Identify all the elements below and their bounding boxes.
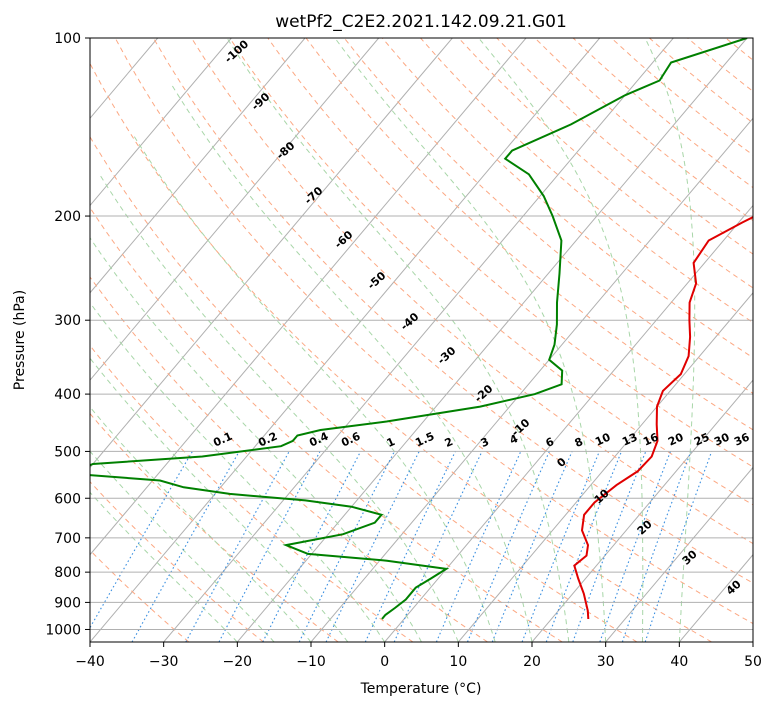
x-tick-label: 50 xyxy=(744,654,762,670)
mixing-ratio-line xyxy=(393,451,483,642)
x-tick-label: −40 xyxy=(75,654,105,670)
mixing-ratio-label: 16 xyxy=(641,430,661,448)
mixing-ratio-line xyxy=(218,451,321,642)
isotherm xyxy=(90,38,527,556)
x-tick-label: 0 xyxy=(380,654,389,670)
dry-adiabat xyxy=(152,38,753,584)
x-axis-label: Temperature (°C) xyxy=(360,681,482,697)
dry-adiabat xyxy=(114,38,753,625)
x-axis: −40 −30 −20 −10 0 10 20 30 40 50 xyxy=(75,642,762,670)
moist-adiabat xyxy=(644,38,696,642)
dry-adiabat xyxy=(90,549,190,642)
isotherm xyxy=(90,38,453,469)
mixing-ratio-label: 30 xyxy=(712,430,732,448)
plot-frame xyxy=(89,37,754,643)
mixing-ratio-line xyxy=(435,451,522,642)
moist-adiabat xyxy=(90,236,422,642)
isotherm xyxy=(384,204,753,642)
isotherm xyxy=(163,38,674,642)
y-tick-label: 500 xyxy=(54,444,81,460)
moist-adiabat xyxy=(334,38,607,642)
isotherm xyxy=(90,38,232,207)
mixing-ratio-line xyxy=(644,451,713,642)
y-axis: 100 200 300 400 500 600 700 800 900 1000 xyxy=(45,31,90,638)
background-lines xyxy=(90,38,753,642)
mixing-ratio-line xyxy=(491,451,573,642)
temperature-profile-line xyxy=(573,215,753,620)
y-tick-label: 800 xyxy=(54,565,81,581)
dry-adiabat xyxy=(90,344,414,642)
mixing-ratio-line xyxy=(621,451,692,642)
x-tick-label: 20 xyxy=(523,654,541,670)
horizontal-grid xyxy=(90,38,753,630)
moist-adiabat xyxy=(90,450,275,642)
mixing-ratio-line xyxy=(185,451,290,642)
moist-adiabat xyxy=(478,38,644,642)
dry-adiabat xyxy=(229,38,753,506)
dry-adiabat xyxy=(305,38,753,431)
mixing-ratio-line xyxy=(599,451,672,642)
x-tick-label: −20 xyxy=(223,654,253,670)
mixing-ratio-line xyxy=(131,451,240,642)
dry-adiabat xyxy=(381,38,753,359)
x-tick-label: 40 xyxy=(670,654,688,670)
y-tick-label: 200 xyxy=(54,209,81,225)
isotherm xyxy=(90,38,601,642)
x-tick-label: 30 xyxy=(597,654,615,670)
mixing-ratio-label: 25 xyxy=(692,430,711,448)
dry-adiabat xyxy=(90,480,264,642)
x-tick-label: 10 xyxy=(449,654,467,670)
y-tick-label: 1000 xyxy=(45,622,81,638)
isotherm xyxy=(236,38,748,642)
y-tick-label: 900 xyxy=(54,595,81,611)
y-tick-label: 100 xyxy=(54,31,81,47)
mixing-ratio-label: 13 xyxy=(620,430,639,448)
dry-adiabat xyxy=(458,38,753,289)
mixing-ratio-line xyxy=(298,451,395,642)
isotherm xyxy=(90,38,380,381)
y-tick-label: 600 xyxy=(54,491,81,507)
moist-adiabat xyxy=(99,174,459,642)
isotherm xyxy=(531,379,753,642)
mixing-ratio-line xyxy=(262,451,362,642)
dry-adiabat xyxy=(90,412,339,642)
isotherm xyxy=(605,466,753,642)
isotherm xyxy=(90,38,306,294)
mixing-ratio-label: 36 xyxy=(732,430,752,448)
dry-adiabat xyxy=(191,38,753,545)
dry-adiabat xyxy=(90,206,563,642)
mixing-ratio-line xyxy=(364,451,456,642)
moist-adiabat xyxy=(226,38,570,642)
y-axis-label: Pressure (hPa) xyxy=(12,290,28,390)
y-tick-label: 400 xyxy=(54,387,81,403)
moist-adiabat xyxy=(90,491,238,642)
mixing-ratio-label: 10 xyxy=(593,430,613,448)
moist-adiabat xyxy=(90,301,386,642)
dry-adiabat xyxy=(90,276,488,642)
y-tick-label: 700 xyxy=(54,531,81,547)
y-tick-label: 300 xyxy=(54,313,81,329)
x-tick-label: −30 xyxy=(149,654,179,670)
dewpoint-profile-line xyxy=(90,38,748,620)
data-series xyxy=(90,38,753,620)
dry-adiabat xyxy=(267,38,753,468)
chart-title: wetPf2_C2E2.2021.142.09.21.G01 xyxy=(275,12,567,32)
mixing-ratio-label: 20 xyxy=(666,430,686,448)
moist-adiabat xyxy=(131,133,496,642)
isotherm xyxy=(457,292,753,642)
isotherm xyxy=(310,117,753,642)
moist-adiabat xyxy=(90,357,349,642)
dry-adiabat xyxy=(90,62,712,642)
mixing-ratio-line xyxy=(325,451,420,642)
mixing-ratio-line xyxy=(466,451,550,642)
x-tick-label: −10 xyxy=(296,654,326,670)
